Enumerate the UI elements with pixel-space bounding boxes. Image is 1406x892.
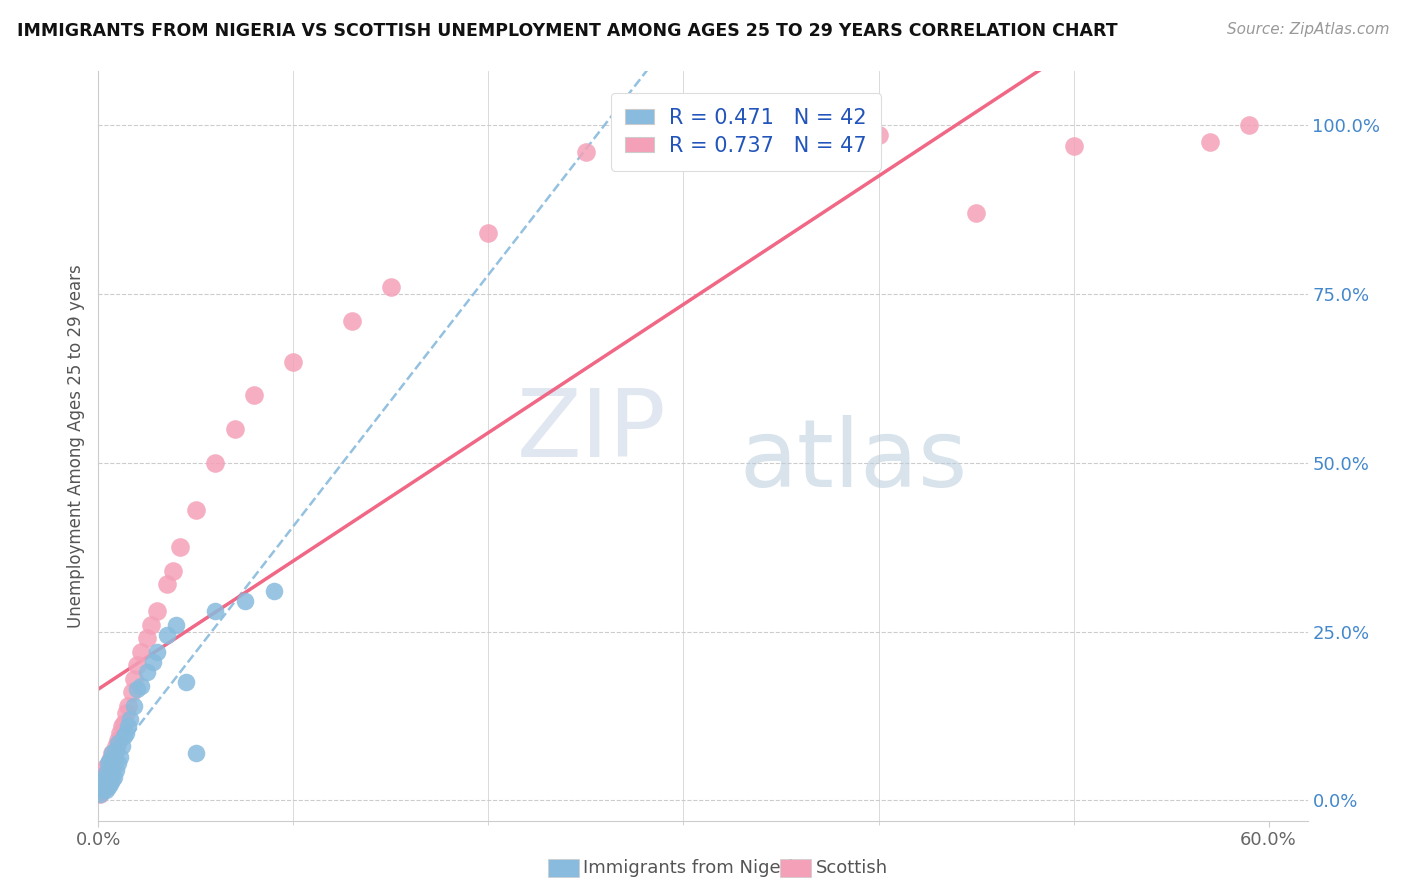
Y-axis label: Unemployment Among Ages 25 to 29 years: Unemployment Among Ages 25 to 29 years: [66, 264, 84, 628]
Text: atlas: atlas: [740, 415, 967, 507]
Text: ZIP: ZIP: [517, 385, 666, 477]
Point: [97, 780, 120, 794]
Point: [93, 770, 115, 784]
Point: [91, 783, 114, 797]
Point: [139, 618, 162, 632]
Point: [97, 756, 120, 771]
Point: [114, 726, 136, 740]
Point: [89, 787, 111, 801]
Point: [380, 280, 402, 294]
Point: [111, 739, 134, 754]
Point: [96, 776, 118, 790]
Point: [112, 715, 135, 730]
Point: [165, 618, 187, 632]
Point: [98, 753, 121, 767]
Point: [91, 776, 114, 790]
Point: [104, 739, 127, 754]
Point: [156, 577, 179, 591]
Point: [97, 776, 120, 790]
Point: [142, 655, 165, 669]
Point: [136, 632, 159, 646]
Point: [101, 773, 124, 788]
Point: [477, 227, 499, 241]
Point: [97, 770, 120, 784]
Point: [575, 145, 598, 160]
Point: [103, 749, 125, 764]
Point: [184, 503, 207, 517]
Point: [117, 698, 139, 713]
Point: [111, 719, 134, 733]
Point: [101, 759, 124, 773]
Point: [127, 658, 149, 673]
Point: [101, 746, 124, 760]
Point: [114, 706, 136, 720]
Point: [108, 726, 131, 740]
Point: [146, 604, 169, 618]
Point: [107, 756, 129, 771]
Point: [93, 776, 115, 790]
Text: Source: ZipAtlas.com: Source: ZipAtlas.com: [1226, 22, 1389, 37]
Point: [121, 685, 143, 699]
Point: [104, 763, 127, 777]
Text: Immigrants from Nigeria: Immigrants from Nigeria: [583, 859, 804, 877]
Point: [131, 679, 153, 693]
Point: [97, 763, 120, 777]
Point: [127, 681, 149, 696]
Point: [91, 780, 114, 794]
Point: [108, 749, 131, 764]
Point: [156, 628, 179, 642]
Point: [672, 138, 695, 153]
Point: [263, 584, 285, 599]
Point: [118, 712, 141, 726]
Point: [122, 672, 145, 686]
Point: [103, 770, 125, 784]
Point: [233, 594, 256, 608]
Point: [91, 783, 114, 797]
Point: [224, 422, 246, 436]
Point: [283, 354, 305, 368]
Point: [98, 753, 121, 767]
Point: [96, 783, 118, 797]
Point: [96, 773, 118, 788]
Point: [104, 743, 127, 757]
Point: [1237, 119, 1260, 133]
Point: [107, 736, 129, 750]
Point: [96, 759, 118, 773]
Point: [93, 780, 115, 794]
Point: [101, 746, 124, 760]
Text: Scottish: Scottish: [815, 859, 887, 877]
Point: [107, 732, 129, 747]
Point: [131, 645, 153, 659]
Point: [98, 770, 121, 784]
Text: IMMIGRANTS FROM NIGERIA VS SCOTTISH UNEMPLOYMENT AMONG AGES 25 TO 29 YEARS CORRE: IMMIGRANTS FROM NIGERIA VS SCOTTISH UNEM…: [17, 22, 1118, 40]
Point: [89, 787, 111, 801]
Point: [98, 766, 121, 780]
Point: [1199, 135, 1222, 149]
Point: [204, 456, 226, 470]
Point: [93, 773, 115, 788]
Point: [112, 729, 135, 743]
Point: [1063, 138, 1085, 153]
Point: [243, 388, 266, 402]
Point: [101, 759, 124, 773]
Point: [98, 776, 121, 790]
Point: [96, 766, 118, 780]
Point: [868, 128, 890, 143]
Point: [184, 746, 207, 760]
Point: [169, 541, 191, 555]
Point: [965, 206, 987, 220]
Point: [117, 719, 139, 733]
Point: [146, 645, 169, 659]
Legend: R = 0.471   N = 42, R = 0.737   N = 47: R = 0.471 N = 42, R = 0.737 N = 47: [610, 93, 882, 170]
Point: [136, 665, 159, 680]
Point: [122, 698, 145, 713]
Point: [162, 564, 184, 578]
Point: [174, 675, 197, 690]
Point: [103, 753, 125, 767]
Point: [340, 314, 363, 328]
Point: [769, 132, 792, 146]
Point: [204, 604, 226, 618]
